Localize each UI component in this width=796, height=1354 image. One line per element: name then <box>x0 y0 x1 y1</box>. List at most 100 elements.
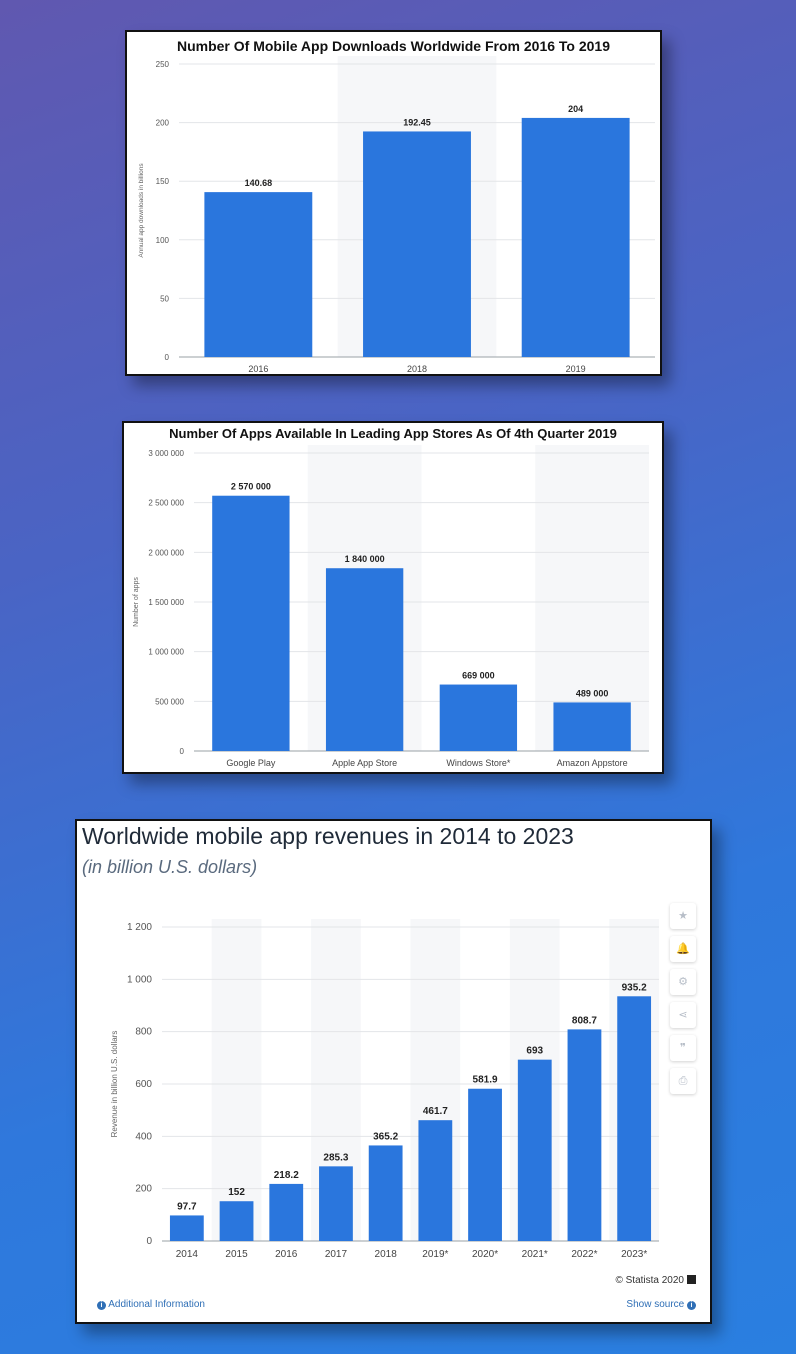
y-tick-label: 200 <box>156 119 170 128</box>
share-icon[interactable]: ⋖ <box>670 1002 696 1028</box>
y-tick-label: 3 000 000 <box>148 449 184 458</box>
data-label: 2 570 000 <box>231 482 271 492</box>
info-icon: i <box>97 1301 106 1310</box>
x-tick-label: 2018 <box>375 1249 398 1260</box>
bar <box>325 568 404 751</box>
x-tick-label: 2018 <box>407 364 427 374</box>
chart-card-revenues: Worldwide mobile app revenues in 2014 to… <box>75 819 712 1324</box>
chart-card-app-stores: 0 500 000 1 000 000 1 500 000 2 000 000 2 500… <box>122 421 664 774</box>
data-label: 489 000 <box>576 688 609 698</box>
x-tick-label: 2016 <box>248 364 268 374</box>
y-tick-label: 800 <box>135 1027 152 1038</box>
bar <box>439 684 518 751</box>
statista-credit: © Statista 2020 <box>615 1275 696 1286</box>
data-label: 218.2 <box>274 1170 299 1181</box>
chart-title: Number Of Mobile App Downloads Worldwide… <box>176 38 611 54</box>
bar <box>269 1183 304 1241</box>
bar <box>521 117 630 357</box>
data-label: 152 <box>228 1187 245 1198</box>
x-tick-label: 2020* <box>472 1249 498 1260</box>
chart-card-downloads: 0 50 100 150 200 250 Annual app downloads in b… <box>125 30 662 376</box>
x-tick-label: 2021* <box>522 1249 548 1260</box>
data-label: 192.45 <box>403 117 431 127</box>
show-source-label: Show source <box>626 1299 685 1310</box>
y-tick-label: 1 200 <box>127 922 152 933</box>
bar <box>204 192 313 357</box>
background-band <box>535 445 649 751</box>
y-tick-label: 2 000 000 <box>148 548 184 557</box>
gear-icon[interactable]: ⚙ <box>670 969 696 995</box>
x-tick-label: 2015 <box>225 1249 248 1260</box>
bar <box>363 131 471 357</box>
x-tick-label: 2019 <box>566 364 586 374</box>
y-tick-label: 1 500 000 <box>148 598 184 607</box>
x-tick-label: Apple App Store <box>332 758 397 768</box>
downloads-chart: 0 50 100 150 200 250 Annual app downloads in b… <box>138 56 655 374</box>
data-label: 808.7 <box>572 1015 597 1026</box>
y-tick-label: 2 500 000 <box>148 499 184 508</box>
x-tick-label: 2023* <box>621 1249 647 1260</box>
x-tick-label: 2022* <box>571 1249 597 1260</box>
data-label: 935.2 <box>622 982 647 993</box>
data-label: 581.9 <box>473 1075 498 1086</box>
y-tick-label: 600 <box>135 1079 152 1090</box>
data-label: 140.68 <box>245 178 273 188</box>
y-tick-label: 1 000 <box>127 974 152 985</box>
x-tick-label: Amazon Appstore <box>557 758 628 768</box>
chart-title: Number Of Apps Available In Leading App … <box>169 426 617 441</box>
y-tick-label: 250 <box>156 60 170 69</box>
x-tick-label: 2017 <box>325 1249 348 1260</box>
y-tick-label: 400 <box>135 1131 152 1142</box>
bar <box>219 1201 254 1241</box>
revenues-chart: 0 200 400 600 800 1 000 1 200 Revenue in billio… <box>110 919 659 1260</box>
show-source-link[interactable]: Show source i <box>626 1299 696 1310</box>
credit-text: © Statista 2020 <box>615 1275 684 1286</box>
bar <box>468 1088 502 1241</box>
data-label: 285.3 <box>323 1152 348 1163</box>
data-label: 693 <box>526 1046 543 1057</box>
y-tick-label: 0 <box>165 353 170 362</box>
data-label: 461.7 <box>423 1106 448 1117</box>
y-tick-label: 0 <box>180 747 185 756</box>
bell-icon[interactable]: 🔔 <box>670 936 696 962</box>
bar <box>169 1215 204 1241</box>
additional-info-label: Additional Information <box>108 1299 205 1310</box>
bar <box>368 1145 403 1241</box>
y-tick-label: 0 <box>146 1236 152 1247</box>
x-tick-label: 2014 <box>176 1249 199 1260</box>
additional-info-link[interactable]: i Additional Information <box>97 1299 205 1310</box>
background-band <box>211 919 262 1241</box>
x-tick-label: 2019* <box>422 1249 448 1260</box>
bar <box>517 1059 552 1241</box>
star-icon[interactable]: ★ <box>670 903 696 929</box>
data-label: 669 000 <box>462 671 495 681</box>
y-tick-label: 150 <box>156 177 170 186</box>
flag-icon[interactable] <box>687 1275 696 1284</box>
data-label: 1 840 000 <box>345 554 385 564</box>
quote-icon[interactable]: ❞ <box>670 1035 696 1061</box>
y-tick-label: 100 <box>156 236 170 245</box>
x-tick-label: Google Play <box>226 758 276 768</box>
y-axis-label: Number of apps <box>133 577 140 627</box>
bar <box>617 996 652 1241</box>
app-stores-chart: 0 500 000 1 000 000 1 500 000 2 000 000 2 500… <box>133 445 649 768</box>
info-icon: i <box>687 1301 696 1310</box>
bar <box>553 702 631 751</box>
print-icon[interactable]: ⎙ <box>670 1068 696 1094</box>
y-tick-label: 200 <box>135 1184 152 1195</box>
bar <box>418 1120 453 1241</box>
y-axis-label: Revenue in billion U.S. dollars <box>110 1031 119 1138</box>
data-label: 365.2 <box>373 1131 398 1142</box>
chart-title: Worldwide mobile app revenues in 2014 to… <box>82 823 574 849</box>
x-tick-label: 2016 <box>275 1249 298 1260</box>
y-tick-label: 1 000 000 <box>148 648 184 657</box>
bar <box>212 495 290 751</box>
bar <box>567 1029 602 1241</box>
y-tick-label: 50 <box>160 294 169 303</box>
x-tick-label: Windows Store* <box>446 758 511 768</box>
y-axis-label: Annual app downloads in billions <box>138 163 145 258</box>
chart-subtitle: (in billion U.S. dollars) <box>82 857 258 877</box>
y-tick-label: 500 000 <box>155 697 184 706</box>
bar <box>319 1166 353 1241</box>
data-label: 97.7 <box>177 1201 197 1212</box>
